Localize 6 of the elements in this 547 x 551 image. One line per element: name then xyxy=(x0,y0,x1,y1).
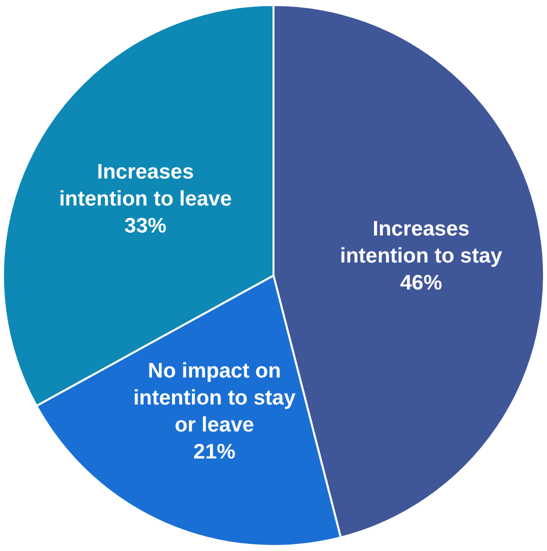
slice-label: Increases intention to stay xyxy=(340,218,502,268)
slice-label: No impact on intention to stay or leave xyxy=(133,359,296,436)
slice-label: Increases intention to leave xyxy=(59,160,232,211)
data-label: 21% xyxy=(193,440,236,464)
data-label: 33% xyxy=(124,214,167,238)
data-label: 46% xyxy=(400,272,442,295)
